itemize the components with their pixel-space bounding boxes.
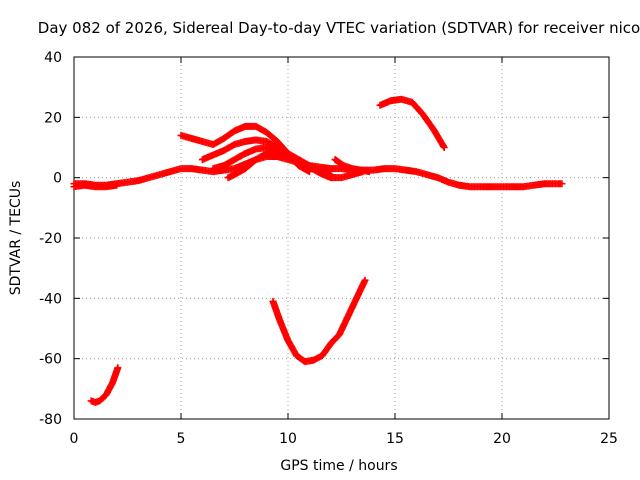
- data-point: [114, 364, 122, 372]
- x-tick-label: 20: [493, 431, 511, 447]
- series-arc-mid-late: [331, 156, 373, 176]
- x-tick-label: 5: [177, 431, 186, 447]
- x-tick-label: 0: [70, 431, 79, 447]
- x-axis-label: GPS time / hours: [280, 458, 397, 474]
- y-tick-label: -60: [39, 352, 62, 368]
- y-tick-label: 20: [44, 110, 62, 126]
- x-tick-label: 25: [600, 431, 618, 447]
- data-point: [558, 180, 566, 188]
- series-arc-low-early: [70, 181, 121, 191]
- data-point: [365, 168, 373, 176]
- series-arc-high-hump: [376, 95, 448, 151]
- series-arc-trough: [269, 276, 369, 366]
- x-tick-label: 15: [386, 431, 404, 447]
- data-point: [361, 276, 369, 284]
- axis-ticks: 0 5 10 15 20 25 -80 -60 -40 -20 0 20 40: [39, 50, 618, 447]
- y-tick-label: -80: [39, 412, 62, 428]
- gridlines: [74, 57, 609, 419]
- y-tick-label: -20: [39, 231, 62, 247]
- data-point: [113, 181, 121, 189]
- series-layer: [70, 95, 566, 406]
- chart-title: Day 082 of 2026, Sidereal Day-to-day VTE…: [38, 19, 640, 37]
- y-tick-label: 0: [53, 171, 62, 187]
- x-tick-label: 10: [279, 431, 297, 447]
- series-arc-short-low: [87, 364, 122, 406]
- y-tick-label: 40: [44, 50, 62, 66]
- y-tick-label: -40: [39, 291, 62, 307]
- y-axis-label: SDTVAR / TECUs: [8, 181, 24, 296]
- data-point: [440, 144, 448, 151]
